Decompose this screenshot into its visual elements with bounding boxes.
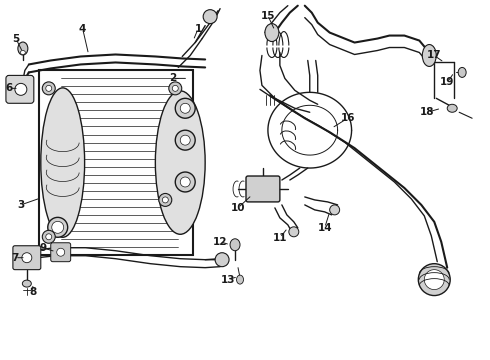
Text: 15: 15 [261,11,275,21]
Text: 1: 1 [195,24,202,33]
Circle shape [46,234,52,240]
FancyBboxPatch shape [6,75,34,103]
Ellipse shape [175,172,195,192]
Ellipse shape [180,135,190,145]
Circle shape [203,10,217,24]
Circle shape [162,197,168,203]
Ellipse shape [289,227,299,237]
Circle shape [159,193,172,206]
Ellipse shape [422,45,436,67]
Text: 3: 3 [17,200,24,210]
Bar [39,71,193,255]
Ellipse shape [21,50,25,54]
Ellipse shape [155,91,205,234]
Circle shape [22,253,32,263]
Ellipse shape [237,275,244,284]
Text: 13: 13 [221,275,235,285]
Text: 8: 8 [29,287,36,297]
Text: 17: 17 [427,50,441,60]
Circle shape [42,82,55,95]
Ellipse shape [458,67,466,77]
Text: 5: 5 [12,33,20,44]
Text: 11: 11 [272,233,287,243]
Ellipse shape [180,177,190,187]
Circle shape [169,82,182,95]
Circle shape [42,230,55,243]
Ellipse shape [18,42,28,55]
Ellipse shape [447,104,457,112]
Circle shape [172,85,178,91]
Text: 4: 4 [79,24,86,33]
Ellipse shape [424,270,444,289]
Text: 9: 9 [39,243,47,253]
FancyBboxPatch shape [51,243,71,262]
Text: 18: 18 [420,107,435,117]
FancyBboxPatch shape [246,176,280,202]
Text: 14: 14 [318,223,332,233]
Text: 7: 7 [11,253,19,263]
Ellipse shape [180,103,190,113]
Text: 12: 12 [213,237,227,247]
Circle shape [46,85,52,91]
Ellipse shape [175,98,195,118]
Text: 19: 19 [440,77,454,87]
Text: 10: 10 [231,203,245,213]
Ellipse shape [330,205,340,215]
Ellipse shape [265,24,279,41]
Ellipse shape [215,253,229,267]
Text: 2: 2 [169,73,176,84]
Text: 16: 16 [341,113,355,123]
Circle shape [57,248,65,256]
Text: 6: 6 [5,84,13,93]
Ellipse shape [175,130,195,150]
FancyBboxPatch shape [13,246,41,270]
Ellipse shape [41,88,85,237]
Circle shape [15,84,27,95]
Ellipse shape [418,264,450,296]
Ellipse shape [230,239,240,251]
Ellipse shape [48,217,68,237]
Ellipse shape [52,221,64,233]
Ellipse shape [23,280,31,287]
